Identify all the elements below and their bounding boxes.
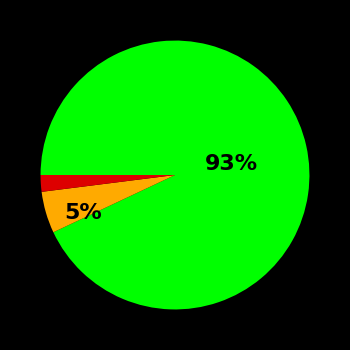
- Wedge shape: [41, 41, 309, 309]
- Wedge shape: [41, 175, 175, 192]
- Text: 93%: 93%: [205, 154, 258, 174]
- Text: 5%: 5%: [65, 203, 103, 223]
- Wedge shape: [42, 175, 175, 232]
